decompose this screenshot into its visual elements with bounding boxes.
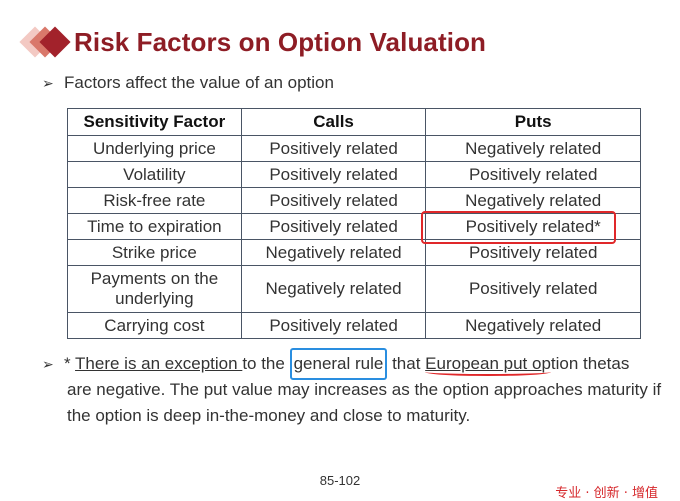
- note-text: ption thetas: [541, 354, 630, 373]
- diamond-logo-icon: [19, 22, 72, 62]
- note-text: to the: [242, 354, 290, 373]
- page-number: 85-102: [319, 473, 361, 488]
- calls-cell: Positively related: [240, 161, 427, 188]
- note-continuation: are negative. The put value may increase…: [67, 380, 662, 425]
- puts-cell: Positively related*: [425, 213, 641, 240]
- highlight-box-blue: general rule: [289, 348, 388, 380]
- table-row: Time to expiration Positively related Po…: [67, 213, 641, 240]
- bullet-text: Factors affect the value of an option: [64, 73, 334, 92]
- arrow-bullet-icon: ➢: [42, 356, 54, 372]
- calls-cell: Positively related: [240, 187, 427, 214]
- note-star: *: [64, 354, 76, 373]
- arrow-bullet-icon: ➢: [42, 75, 54, 91]
- header-sensitivity-factor: Sensitivity Factor: [67, 108, 242, 136]
- sensitivity-table: Sensitivity Factor Calls Puts Underlying…: [67, 108, 641, 339]
- table-row: Volatility Positively related Positively…: [67, 161, 641, 188]
- table-row: Risk-free rate Positively related Negati…: [67, 187, 641, 214]
- puts-cell: Positively related: [425, 161, 641, 188]
- bullet-factors: ➢ Factors affect the value of an option: [42, 73, 334, 93]
- note-text: that: [387, 354, 426, 373]
- factor-cell: Risk-free rate: [67, 187, 242, 214]
- header-calls: Calls: [240, 108, 427, 136]
- factor-cell: Underlying price: [67, 135, 242, 162]
- factor-cell: Payments on the underlying: [67, 265, 242, 313]
- factor-cell: Volatility: [67, 161, 242, 188]
- exception-note: ➢ * There is an exception to the general…: [42, 348, 662, 429]
- note-exception-text: There is an exception: [75, 354, 243, 373]
- factor-cell: Carrying cost: [67, 312, 242, 339]
- header-puts: Puts: [425, 108, 641, 136]
- calls-cell: Negatively related: [240, 265, 427, 313]
- puts-cell: Negatively related: [425, 187, 641, 214]
- tagline: 专业 · 创新 · 增值: [555, 486, 658, 501]
- calls-cell: Positively related: [240, 213, 427, 240]
- calls-cell: Positively related: [240, 312, 427, 339]
- calls-cell: Positively related: [240, 135, 427, 162]
- table-row: Payments on the underlying Negatively re…: [67, 265, 641, 313]
- slide-title: Risk Factors on Option Valuation: [74, 26, 487, 57]
- table-row: Carrying cost Positively related Negativ…: [67, 312, 641, 339]
- table-header-row: Sensitivity Factor Calls Puts: [67, 108, 641, 136]
- puts-cell: Positively related: [425, 265, 641, 313]
- puts-cell: Negatively related: [425, 312, 641, 339]
- factor-cell: Time to expiration: [67, 213, 242, 240]
- calls-cell: Negatively related: [240, 239, 427, 266]
- highlight-box-red: [421, 211, 616, 244]
- table-row: Underlying price Positively related Nega…: [67, 135, 641, 162]
- puts-cell: Negatively related: [425, 135, 641, 162]
- factor-cell: Strike price: [67, 239, 242, 266]
- title-row: Risk Factors on Option Valuation: [19, 20, 487, 64]
- note-european-put: European put o: [425, 354, 542, 373]
